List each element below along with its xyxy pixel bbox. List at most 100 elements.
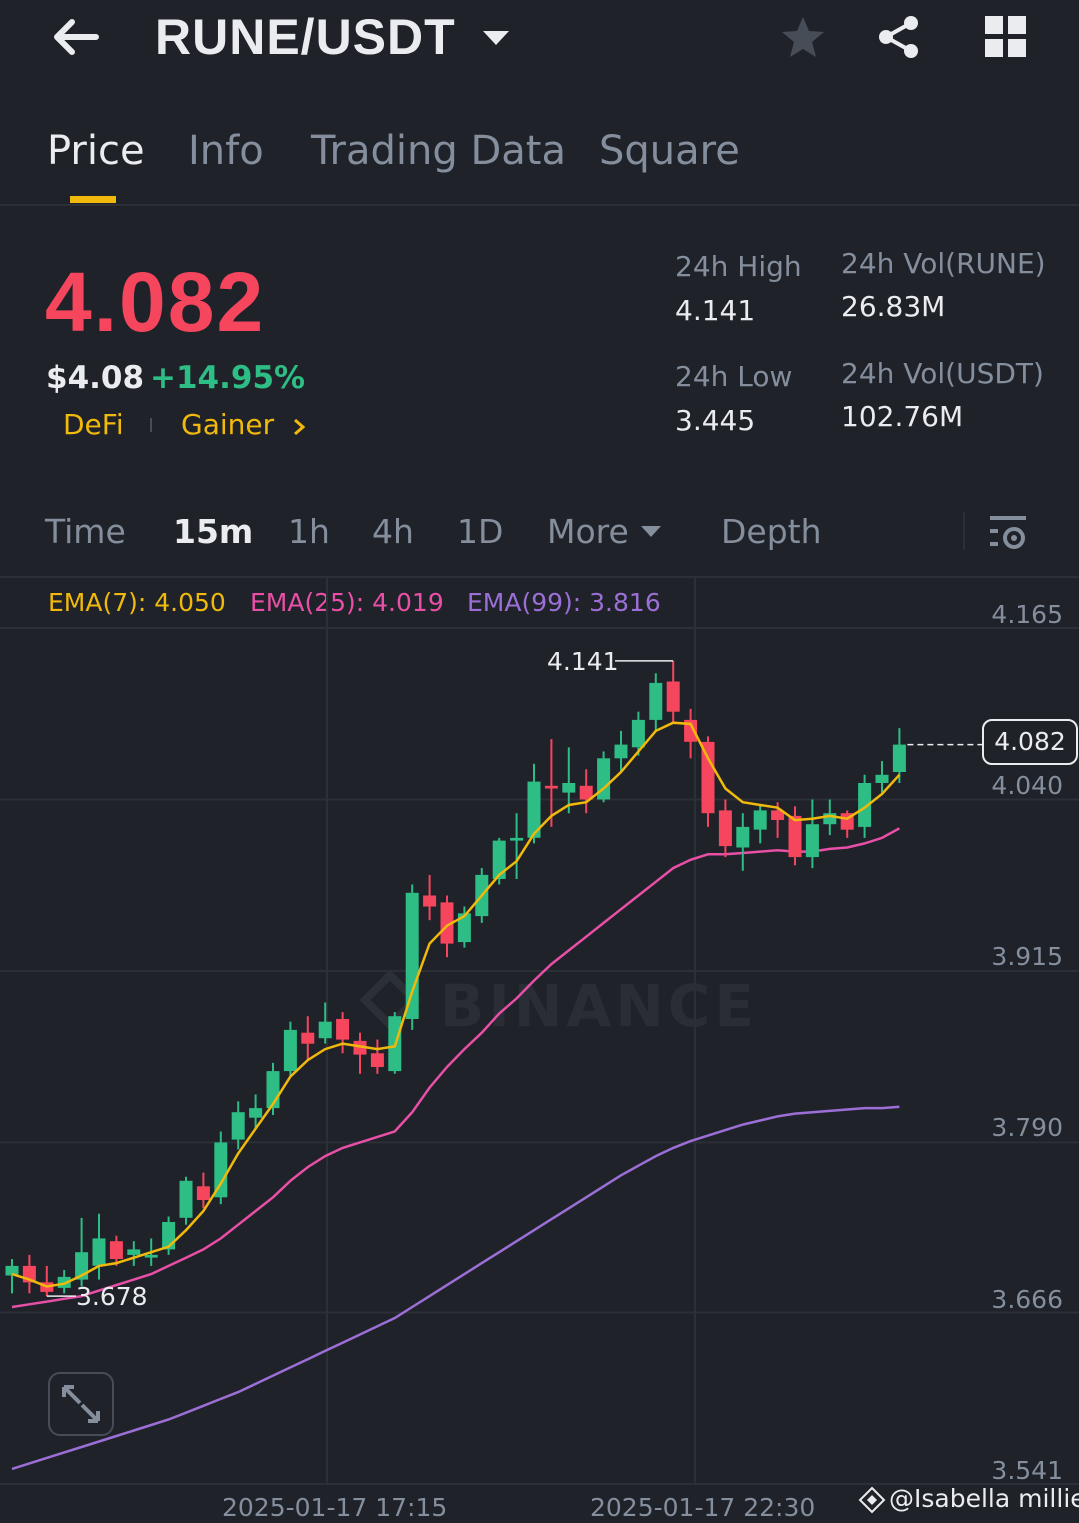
candle-body	[214, 1142, 228, 1198]
chevron-right-icon[interactable]	[292, 417, 306, 437]
y-tick-label: 4.040	[991, 771, 1063, 800]
candle-body	[649, 682, 663, 720]
candle-body	[510, 837, 524, 841]
candle-body	[544, 785, 558, 789]
usd-price: $4.08	[46, 360, 145, 396]
vol-quote-value: 102.76M	[841, 400, 964, 433]
ema25-line	[11, 827, 901, 1309]
y-tick-label: 3.666	[991, 1285, 1063, 1314]
low-value: 3.445	[675, 404, 756, 437]
vol-base-value: 26.83M	[841, 290, 946, 323]
candlestick-chart[interactable]: BINANCE 4.141 3.678	[0, 578, 1079, 1488]
y-tick-label: 3.790	[991, 1113, 1063, 1142]
x-tick-label: 2025-01-17 22:30	[590, 1493, 816, 1522]
candle-body	[353, 1040, 367, 1055]
tab-info[interactable]: Info	[188, 128, 264, 174]
candle-body	[457, 913, 471, 943]
candle-body	[771, 810, 785, 820]
candle-body	[527, 781, 541, 838]
candle-body	[405, 892, 419, 1019]
share-icon[interactable]	[876, 14, 922, 60]
tag-defi[interactable]: DeFi	[63, 408, 124, 441]
interval-1h[interactable]: 1h	[288, 512, 330, 551]
candle-body	[179, 1180, 193, 1218]
y-tick-label: 3.915	[991, 942, 1063, 971]
ema25-label: EMA(25): 4.019	[250, 588, 444, 617]
expand-icon	[62, 1385, 100, 1423]
ema7-path	[11, 721, 901, 1288]
candle-body	[805, 824, 819, 858]
candle-body	[196, 1186, 210, 1200]
creator-handle: @Isabella millie	[889, 1484, 1079, 1513]
y-tick-label: 3.541	[991, 1456, 1063, 1485]
candle-body	[788, 815, 802, 858]
high-value: 4.141	[675, 294, 756, 327]
ema99-path	[11, 1105, 900, 1471]
binance-watermark: BINANCE	[440, 972, 758, 1040]
candle-body	[631, 719, 645, 748]
candle-body	[736, 826, 750, 848]
candle-body	[823, 813, 837, 825]
more-chevron-icon[interactable]	[640, 524, 662, 538]
vol-base-label: 24h Vol(RUNE)	[841, 247, 1046, 280]
candle-body	[423, 895, 437, 907]
ema7-label: EMA(7): 4.050	[48, 588, 226, 617]
tab-square[interactable]: Square	[599, 128, 740, 174]
annotations: 4.141 3.678	[46, 647, 982, 1311]
candle-body	[614, 744, 628, 759]
candle-body	[666, 681, 680, 712]
candle-body	[875, 774, 889, 783]
tab-trading-data[interactable]: Trading Data	[311, 128, 566, 174]
pair-title[interactable]: RUNE/USDT	[155, 9, 456, 65]
candle-body	[336, 1019, 350, 1040]
ema25-path	[11, 827, 901, 1309]
tab-price[interactable]: Price	[47, 128, 145, 174]
active-tab-indicator	[70, 196, 116, 203]
min-price-label: 3.678	[76, 1282, 148, 1311]
current-price-tag: 4.082	[982, 719, 1078, 765]
interval-15m[interactable]: 15m	[173, 512, 254, 551]
candle-body	[718, 810, 732, 847]
candle-body	[440, 902, 454, 944]
candle-body	[597, 758, 611, 800]
chevron-down-icon[interactable]	[481, 28, 511, 48]
candle-body	[858, 783, 872, 827]
tag-divider	[150, 418, 152, 432]
x-tick-label: 2025-01-17 17:15	[222, 1493, 448, 1522]
max-price-label: 4.141	[547, 647, 619, 676]
candle-body	[579, 785, 593, 800]
low-label: 24h Low	[675, 360, 793, 393]
tab-bar: Price Info Trading Data Square	[0, 110, 1079, 206]
candle-body	[370, 1053, 384, 1067]
candle-body	[144, 1254, 158, 1258]
star-icon[interactable]	[780, 14, 826, 60]
tag-gainer[interactable]: Gainer	[181, 408, 275, 441]
candle-body	[109, 1241, 123, 1259]
interval-time[interactable]: Time	[45, 512, 126, 551]
candle-body	[318, 1021, 332, 1039]
candle-body	[301, 1032, 315, 1044]
binance-diamond-icon	[858, 1486, 886, 1514]
back-arrow-icon[interactable]	[50, 16, 100, 58]
chart-top-divider	[0, 576, 1079, 578]
grid-icon[interactable]	[984, 15, 1028, 59]
ema99-label: EMA(99): 3.816	[467, 588, 661, 617]
interval-more[interactable]: More	[547, 512, 629, 551]
price-change-percent: +14.95%	[150, 360, 306, 396]
interval-depth[interactable]: Depth	[721, 512, 822, 551]
interval-1d[interactable]: 1D	[457, 512, 504, 551]
candle-body	[283, 1029, 297, 1072]
interval-4h[interactable]: 4h	[372, 512, 414, 551]
top-bar: RUNE/USDT	[0, 0, 1079, 90]
candle-body	[492, 840, 506, 879]
fullscreen-button[interactable]	[48, 1372, 114, 1436]
ema7-line	[11, 721, 901, 1288]
candle-body	[249, 1108, 263, 1118]
chart-settings-icon[interactable]	[988, 513, 1028, 551]
candle-body	[701, 741, 715, 814]
vol-quote-label: 24h Vol(USDT)	[841, 357, 1044, 390]
candle-body	[127, 1249, 141, 1255]
candle-body	[562, 783, 576, 793]
last-price: 4.082	[45, 255, 266, 349]
y-tick-label: 4.165	[991, 600, 1063, 629]
